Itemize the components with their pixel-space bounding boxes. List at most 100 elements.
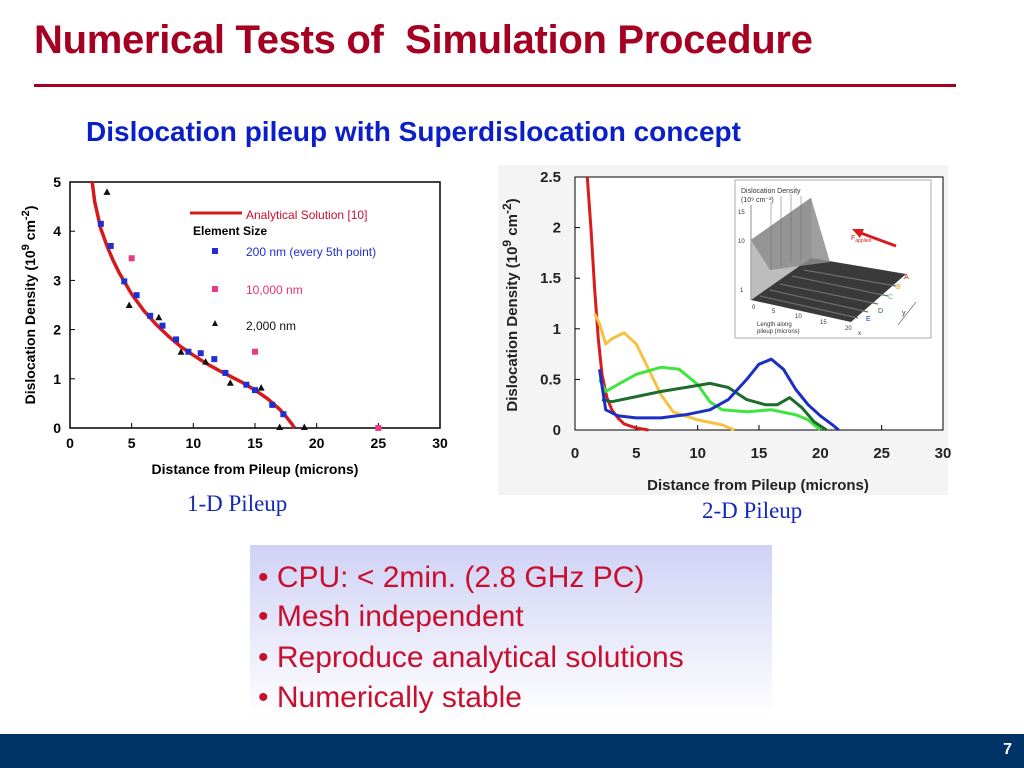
chart1-x-tick-label: 5 (128, 435, 136, 451)
series-1-point (280, 411, 287, 418)
bullet-mesh: • Mesh independent (258, 600, 524, 633)
chart2-series-1-line (593, 312, 736, 432)
series-1-point (107, 242, 114, 249)
series-3-point (202, 358, 210, 365)
chart1-x-tick-label: 0 (66, 435, 74, 451)
chart1-y-tick-label: 5 (53, 174, 61, 190)
series-3-point (226, 379, 234, 386)
legend-marker-200nm (212, 248, 218, 254)
legend-label-10000nm: 10,000 nm (246, 283, 303, 297)
series-1-point (252, 387, 258, 394)
inset-x-tick: 15 (820, 320, 827, 326)
legend-label-analytical: Analytical Solution [10] (246, 208, 367, 222)
series-3-point (300, 423, 308, 431)
chart2-y-tick-label: 1 (553, 321, 561, 338)
chart1-x-tick-label: 30 (432, 435, 448, 451)
series-1-point (147, 312, 154, 319)
summary-box: • CPU: < 2min. (2.8 GHz PC) • Mesh indep… (250, 545, 772, 717)
inset-y-axis-letter: y (902, 310, 906, 317)
inset-z-tick: 10 (738, 239, 745, 245)
series-1-point (121, 278, 128, 285)
footer-bar: 7 (0, 734, 1024, 768)
inset-row-label: D (878, 308, 883, 315)
chart2-x-tick-label: 25 (873, 445, 890, 462)
chart2-x-tick-label: 30 (935, 445, 952, 462)
series-1-point (222, 369, 229, 376)
series-1-point (269, 401, 276, 408)
slide-title: Numerical Tests of Simulation Procedure (34, 18, 813, 62)
chart1-x-axis-label: Distance from Pileup (microns) (152, 461, 359, 477)
chart1-y-tick-label: 3 (53, 272, 61, 288)
chart1-plot-frame (69, 181, 441, 429)
series-3-point (155, 313, 163, 321)
chart2-series-0-line (585, 176, 649, 432)
series-2-point (252, 348, 258, 355)
legend-marker-10000nm (212, 286, 218, 292)
inset-surface-base (751, 258, 906, 322)
chart-1d-pileup: 0 5 10 15 20 25 30 0 1 2 3 4 5 Distance from Pileup … (20, 174, 448, 477)
slide-subtitle: Dislocation pileup with Superdislocation… (86, 116, 741, 147)
chart2-series-3-line (601, 381, 828, 432)
chart2-series-4-line (598, 357, 840, 432)
series-3-point (103, 188, 111, 195)
chart2-y-tick-label: 1.5 (540, 270, 561, 287)
chart1-y-axis-label: Dislocation Density (109 cm-2) (20, 206, 38, 405)
page-number: 7 (1003, 741, 1012, 758)
caption-2d-pileup: 2-D Pileup (702, 498, 803, 523)
bullet-stable: • Numerically stable (258, 681, 522, 714)
inset-y-axis-arrow (897, 301, 917, 326)
inset-x-axis-label-units: pileup (microns) (757, 329, 800, 335)
series-1-point (159, 322, 166, 329)
inset-z-tick: 15 (738, 210, 745, 216)
series-1-point (211, 356, 218, 363)
chart1-y-tick-label: 1 (53, 371, 61, 387)
inset-surface-grid (770, 194, 802, 270)
series-2-point (128, 255, 135, 262)
chart1-x-tick-label: 20 (309, 435, 325, 451)
inset-row-label: E (866, 316, 871, 323)
inset-row-label: B (896, 284, 901, 291)
legend-label-2000nm: 2,000 nm (246, 319, 296, 333)
caption-1d-pileup: 1-D Pileup (187, 491, 288, 516)
inset-row-label: C (888, 294, 893, 301)
chart2-series-2-line (598, 365, 822, 432)
chart2-y-tick-label: 2.5 (540, 169, 561, 186)
inset-title: Dislocation Density (741, 188, 801, 195)
chart2-x-tick-label: 20 (812, 445, 829, 462)
chart1-x-tick-label: 15 (247, 435, 263, 451)
inset-surface-texture (759, 269, 897, 319)
chart2-x-tick-label: 0 (571, 445, 579, 462)
bullet-cpu: • CPU: < 2min. (2.8 GHz PC) (258, 561, 645, 594)
chart2-y-tick-label: 2 (553, 220, 561, 237)
title-underline (34, 84, 956, 87)
chart2-x-tick-label: 15 (751, 445, 768, 462)
chart2-y-tick-label: 0.5 (540, 371, 561, 388)
chart1-y-tick-label: 2 (53, 322, 61, 338)
series-3-point (125, 301, 133, 308)
series-1-point (133, 292, 140, 299)
chart1-y-tick-label: 4 (53, 223, 61, 239)
chart2-y-axis-label: Dislocation Density (109 cm-2) (500, 198, 521, 411)
series-1-point (197, 350, 204, 357)
chart2-x-axis-label: Distance from Pileup (microns) (647, 477, 869, 494)
inset-x-tick: 10 (795, 314, 802, 320)
inset-row-label: A (904, 274, 909, 281)
series-1-point (173, 336, 180, 343)
series-3-point (276, 423, 284, 431)
inset-force-arrowhead (852, 229, 864, 238)
inset-force-label: Fapplied (851, 235, 872, 244)
bullet-analytical: • Reproduce analytical solutions (258, 641, 684, 674)
inset-x-axis-label: Length along (757, 322, 792, 328)
series-1-point (97, 220, 104, 227)
series-3-point (177, 348, 185, 355)
series-2-point (375, 425, 382, 431)
inset-x-tick: 5 (772, 309, 776, 315)
inset-force-arrow (857, 230, 897, 248)
series-1-point (185, 348, 192, 355)
inset-title-units: (10⁹ cm⁻²) (741, 197, 774, 204)
chart1-y-tick-label: 0 (53, 420, 61, 436)
inset-x-axis-letter: x (858, 331, 861, 337)
inset-z-tick: 1 (740, 288, 744, 294)
chart2-x-tick-label: 10 (689, 445, 706, 462)
